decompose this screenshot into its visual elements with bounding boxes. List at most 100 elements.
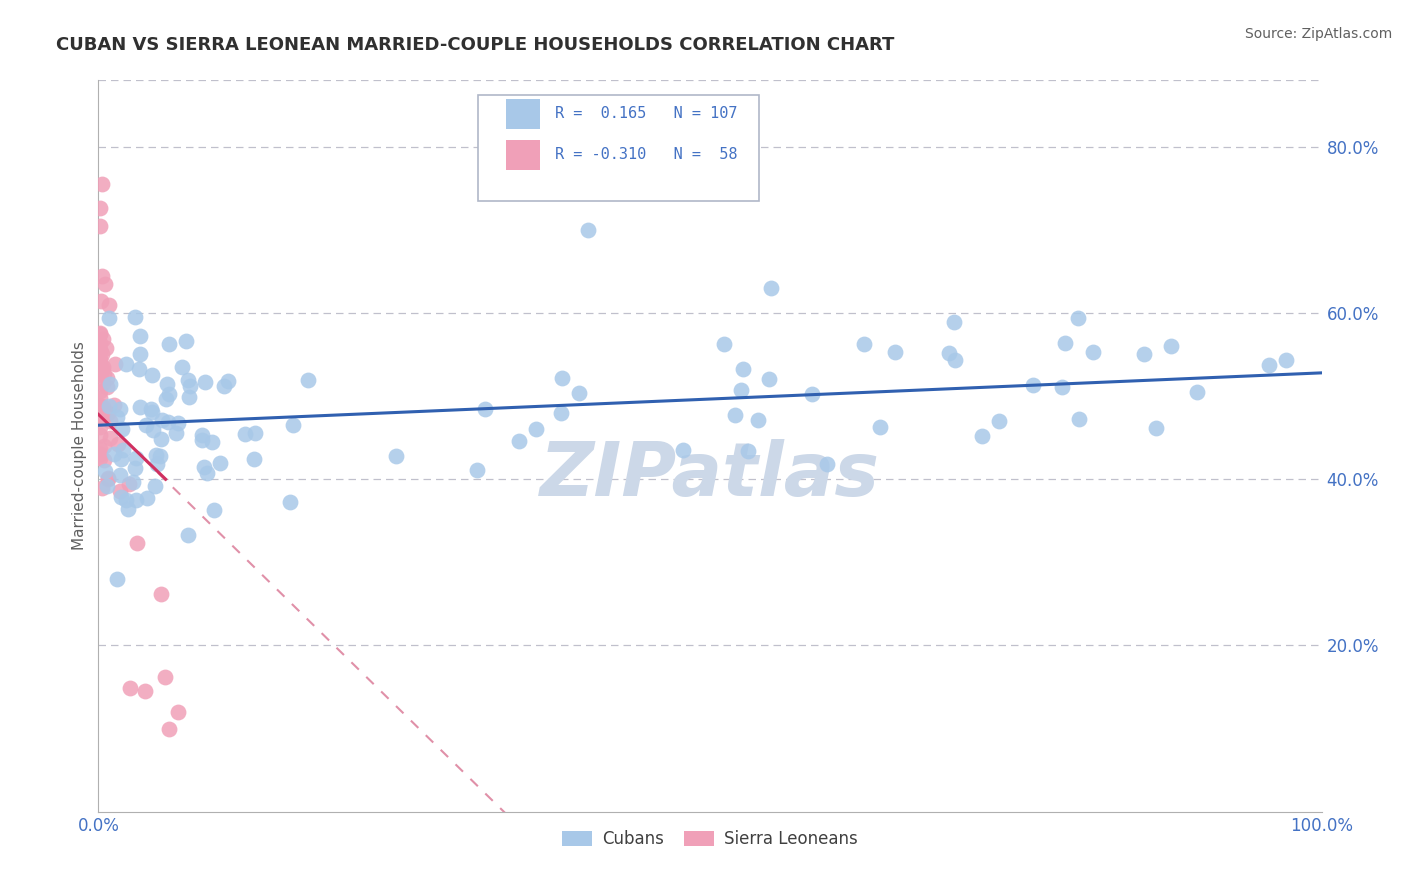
Point bbox=[550, 406, 572, 420]
Point bbox=[94, 342, 117, 356]
Point bbox=[89, 219, 111, 233]
Point bbox=[110, 490, 132, 504]
Point bbox=[1067, 310, 1090, 325]
Point bbox=[1054, 335, 1077, 350]
Point bbox=[90, 268, 112, 283]
Point bbox=[98, 298, 121, 312]
Point bbox=[761, 281, 783, 295]
Point bbox=[89, 326, 111, 340]
Point bbox=[111, 443, 134, 458]
Legend: Cubans, Sierra Leoneans: Cubans, Sierra Leoneans bbox=[555, 823, 865, 855]
Text: Source: ZipAtlas.com: Source: ZipAtlas.com bbox=[1244, 27, 1392, 41]
Point bbox=[89, 361, 111, 376]
Point bbox=[283, 417, 305, 432]
Point bbox=[115, 357, 138, 371]
Point bbox=[141, 424, 163, 438]
Point bbox=[124, 450, 146, 465]
Point bbox=[89, 410, 111, 425]
Point bbox=[157, 387, 180, 401]
Point bbox=[172, 359, 194, 374]
Point bbox=[758, 372, 780, 386]
Point bbox=[1160, 339, 1182, 353]
Point bbox=[988, 414, 1011, 428]
Point bbox=[146, 458, 169, 472]
Point bbox=[278, 495, 301, 509]
Point bbox=[1067, 412, 1090, 426]
Point bbox=[91, 177, 114, 191]
FancyBboxPatch shape bbox=[478, 95, 759, 201]
Point bbox=[568, 386, 591, 401]
Point bbox=[938, 345, 960, 359]
Point bbox=[98, 432, 121, 446]
Point bbox=[157, 722, 180, 736]
Point bbox=[550, 370, 572, 384]
Point bbox=[1258, 358, 1281, 372]
Point bbox=[108, 483, 131, 498]
Point bbox=[128, 400, 150, 414]
Point bbox=[89, 353, 111, 368]
Point bbox=[121, 475, 143, 489]
Point bbox=[150, 413, 173, 427]
Point bbox=[105, 572, 128, 586]
Point bbox=[179, 379, 201, 393]
Point bbox=[89, 326, 111, 341]
Point bbox=[97, 406, 120, 420]
Point bbox=[153, 670, 176, 684]
Point bbox=[943, 315, 966, 329]
Point bbox=[103, 447, 125, 461]
Point bbox=[474, 401, 496, 416]
Point bbox=[747, 412, 769, 426]
Point bbox=[97, 472, 120, 486]
Point bbox=[117, 502, 139, 516]
Point bbox=[98, 399, 121, 413]
Point bbox=[89, 343, 111, 357]
Point bbox=[177, 390, 200, 404]
Point bbox=[124, 460, 146, 475]
Point bbox=[136, 491, 159, 505]
Point bbox=[1274, 353, 1296, 368]
Point bbox=[110, 452, 132, 467]
Point bbox=[1187, 385, 1209, 400]
Point bbox=[1083, 345, 1105, 359]
Point bbox=[93, 277, 115, 291]
Point bbox=[155, 392, 177, 406]
Point bbox=[89, 447, 111, 461]
Point bbox=[90, 399, 112, 413]
Point bbox=[89, 201, 111, 215]
Point bbox=[107, 437, 129, 451]
Point bbox=[167, 416, 190, 430]
Point bbox=[98, 310, 121, 325]
Point bbox=[1144, 421, 1167, 435]
Point bbox=[713, 337, 735, 351]
Point bbox=[91, 400, 114, 414]
Point bbox=[89, 336, 111, 351]
Point bbox=[733, 361, 755, 376]
Point bbox=[176, 528, 198, 542]
Point bbox=[465, 463, 488, 477]
Point bbox=[167, 705, 190, 719]
Point bbox=[508, 434, 530, 448]
Point bbox=[89, 428, 111, 442]
Point bbox=[217, 374, 239, 388]
Point bbox=[89, 294, 111, 309]
Point bbox=[243, 451, 266, 466]
Point bbox=[165, 426, 187, 441]
Point bbox=[93, 439, 115, 453]
Point bbox=[141, 405, 163, 419]
Point bbox=[89, 442, 111, 456]
Point bbox=[134, 684, 156, 698]
Y-axis label: Married-couple Households: Married-couple Households bbox=[72, 342, 87, 550]
Point bbox=[235, 427, 257, 442]
Point bbox=[190, 427, 212, 442]
Point bbox=[883, 344, 905, 359]
Point bbox=[93, 453, 115, 467]
FancyBboxPatch shape bbox=[506, 99, 540, 129]
Point bbox=[852, 337, 875, 351]
Point bbox=[129, 329, 152, 343]
Point bbox=[103, 398, 125, 412]
Point bbox=[193, 459, 215, 474]
Point bbox=[128, 361, 150, 376]
Point bbox=[90, 362, 112, 376]
Point bbox=[156, 377, 179, 392]
Point bbox=[1133, 347, 1156, 361]
